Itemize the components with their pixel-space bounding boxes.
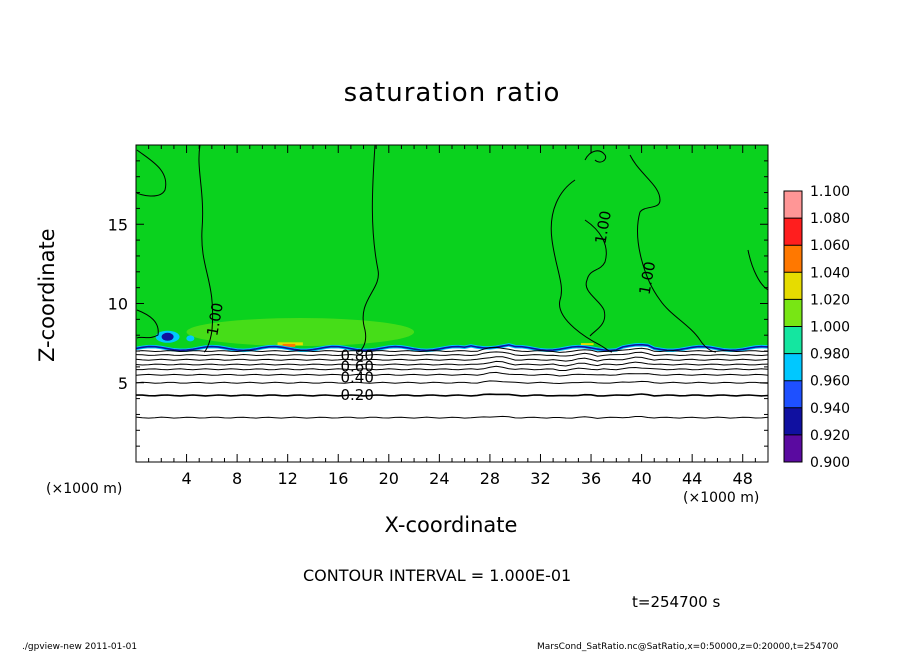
colorbar-label: 1.020	[810, 292, 850, 308]
colorbar-label: 1.100	[810, 184, 850, 200]
contour-line-100	[198, 145, 214, 353]
colorbar-label: 1.000	[810, 320, 850, 336]
contour-line	[136, 356, 768, 362]
colorbar-label: 0.940	[810, 401, 850, 417]
colorbar-segment	[784, 299, 802, 327]
contour-label: 0.40	[340, 368, 373, 386]
colorbar-segment	[784, 272, 802, 300]
colorbar-label: 0.920	[810, 428, 850, 444]
x-axis-label: X-coordinate	[0, 513, 904, 537]
yellow-patch-2	[580, 343, 594, 346]
x-tick-label: 4	[181, 469, 191, 488]
contour-line	[136, 415, 768, 419]
contour-line	[136, 371, 768, 377]
contour-line-100	[357, 145, 379, 353]
colorbar-segment	[784, 218, 802, 246]
chart-title: saturation ratio	[343, 78, 561, 108]
low-sat-blob-2	[186, 335, 195, 342]
contour-line-100	[136, 149, 167, 197]
orange-patch	[282, 343, 296, 347]
contour-line-100	[629, 154, 717, 353]
contour-line	[136, 393, 768, 397]
y-tick-label: 5	[118, 374, 128, 393]
colorbar-segment	[784, 380, 802, 408]
contour-line	[136, 360, 768, 367]
supersat-patch	[186, 318, 415, 347]
x-unit-label-right: (×1000 m)	[683, 490, 760, 506]
time-label: t=254700 s	[632, 593, 721, 611]
contour-label: 1.00	[203, 301, 227, 337]
contour-line	[136, 380, 768, 385]
x-unit-label-left: (×1000 m)	[46, 481, 123, 497]
below-cloud-region	[136, 345, 768, 462]
x-tick-label: 12	[278, 469, 298, 488]
colorbar-segment	[784, 191, 802, 219]
x-tick-label: 16	[328, 469, 348, 488]
plot-area: 1.00 1.00 1.00 0.800.600.400.20	[136, 145, 768, 462]
colorbar-label: 0.960	[810, 374, 850, 390]
x-tick-label: 40	[631, 469, 651, 488]
x-tick-label: 48	[733, 469, 753, 488]
footer-left: ./gpview-new 2011-01-01	[22, 642, 138, 652]
x-tick-label: 36	[581, 469, 601, 488]
colorbar-segment	[784, 353, 802, 381]
x-tick-label: 32	[530, 469, 550, 488]
contour-interval-label: CONTOUR INTERVAL = 1.000E-01	[303, 566, 572, 585]
colorbar-segment	[784, 326, 802, 354]
contour-label: 0.60	[340, 357, 373, 375]
contour-line	[136, 351, 768, 357]
colorbar-label: 1.060	[810, 238, 850, 254]
yellow-patch	[277, 342, 303, 346]
x-tick-label: 28	[480, 469, 500, 488]
contour-line	[136, 365, 768, 371]
colorbar-segment	[784, 245, 802, 273]
x-tick-label: 44	[682, 469, 702, 488]
colorbar-label: 0.980	[810, 347, 850, 363]
low-sat-core	[161, 332, 174, 341]
y-tick-label: 15	[108, 215, 128, 234]
contour-line	[136, 346, 768, 353]
x-tick-label: 8	[232, 469, 242, 488]
y-tick-label: 10	[108, 295, 128, 314]
contour-line-100	[747, 249, 768, 291]
contour-line-100	[584, 150, 607, 163]
blue-band	[136, 343, 768, 352]
contour-label: 0.80	[340, 346, 373, 364]
footer-right: MarsCond_SatRatio.nc@SatRatio,x=0:50000,…	[537, 642, 839, 652]
contour-label: 1.00	[636, 260, 660, 296]
contour-label: 0.20	[340, 386, 373, 404]
contour-line-100	[136, 309, 159, 339]
colorbar-segment	[784, 407, 802, 435]
colorbar-label: 1.080	[810, 211, 850, 227]
x-tick-label: 20	[379, 469, 399, 488]
colorbar-label: 1.040	[810, 265, 850, 281]
y-axis-label: Z-coordinate	[35, 228, 59, 362]
x-tick-label: 24	[429, 469, 449, 488]
contour-line-100	[584, 219, 607, 337]
colorbar-label: 0.900	[810, 455, 850, 471]
contour-label: 1.00	[591, 209, 615, 245]
colorbar-segment	[784, 434, 802, 462]
contour-line-100	[550, 179, 613, 353]
x-axis-label-text: X-coordinate	[384, 513, 518, 537]
